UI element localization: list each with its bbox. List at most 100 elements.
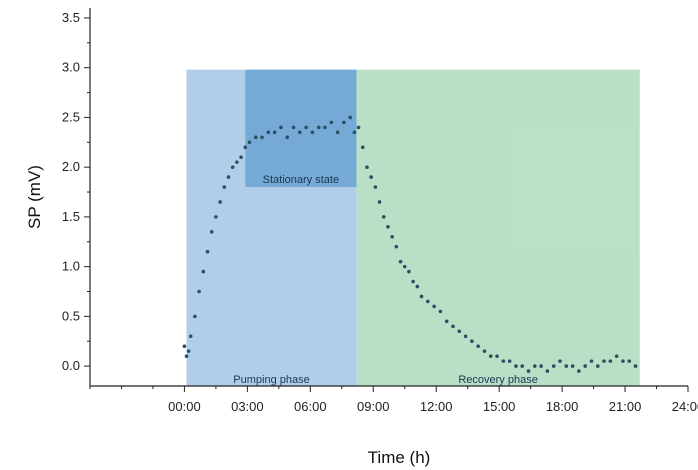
data-point xyxy=(365,165,369,169)
data-point xyxy=(186,349,191,353)
data-point xyxy=(558,359,562,363)
data-point xyxy=(235,160,239,164)
data-point xyxy=(272,130,277,135)
x-axis-title: Time (h) xyxy=(368,448,431,467)
data-point xyxy=(488,354,493,358)
data-point xyxy=(463,334,468,339)
data-point xyxy=(377,200,382,204)
data-point xyxy=(298,130,302,135)
data-point xyxy=(214,215,218,219)
x-tick-label: 03:00 xyxy=(231,399,264,414)
data-point xyxy=(342,120,346,125)
region-labels-layer: Pumping phase Stationary state Recovery ph… xyxy=(233,174,538,386)
y-axis-title: SP (mV) xyxy=(25,165,44,229)
data-point xyxy=(614,354,619,358)
data-point xyxy=(390,234,394,239)
axes-layer xyxy=(89,8,688,387)
data-point xyxy=(373,185,378,189)
data-point xyxy=(411,279,415,284)
x-tick-label: 21:00 xyxy=(609,399,642,414)
data-points-layer xyxy=(182,115,638,373)
data-point xyxy=(564,364,569,368)
data-point xyxy=(545,369,550,373)
data-point xyxy=(419,294,424,299)
data-point xyxy=(243,145,248,150)
data-point xyxy=(595,364,600,368)
data-point xyxy=(482,349,487,353)
x-tick-label: 00:00 xyxy=(168,399,201,414)
data-point xyxy=(570,364,575,368)
data-point xyxy=(551,364,556,368)
data-point xyxy=(627,359,632,363)
data-point xyxy=(253,135,258,140)
data-point xyxy=(266,130,271,135)
region-layer xyxy=(186,69,640,387)
data-point xyxy=(381,215,386,219)
data-point xyxy=(184,354,189,358)
data-point xyxy=(188,334,193,339)
region-recovery-phase xyxy=(356,69,640,387)
data-point xyxy=(398,259,403,264)
data-point xyxy=(633,364,638,368)
data-point xyxy=(533,364,537,368)
data-point xyxy=(451,324,455,329)
region-stationary-state xyxy=(245,69,357,188)
data-point xyxy=(329,120,334,125)
y-tick-label: 0.0 xyxy=(62,358,80,373)
data-point xyxy=(226,175,231,179)
data-point xyxy=(285,135,290,140)
data-point xyxy=(291,125,296,130)
data-point xyxy=(501,359,506,363)
data-point xyxy=(197,289,201,294)
data-point xyxy=(507,359,512,363)
data-point xyxy=(316,125,321,130)
data-point xyxy=(218,200,222,204)
data-point xyxy=(514,364,518,368)
y-tick-label: 2.5 xyxy=(62,109,80,124)
data-point xyxy=(201,269,206,274)
y-tick-label: 1.5 xyxy=(62,209,80,224)
data-point xyxy=(520,364,525,368)
data-point xyxy=(356,125,361,130)
data-point xyxy=(279,125,283,130)
data-point xyxy=(247,140,252,145)
ticks-layer: 00:00 03:00 06:00 09:00 12:00 15:00 18:00 21:00… xyxy=(62,10,698,414)
data-point xyxy=(310,130,315,135)
y-tick-label: 1.0 xyxy=(62,259,80,274)
data-point xyxy=(304,125,308,130)
data-point xyxy=(205,249,210,254)
data-point xyxy=(432,304,436,309)
data-point xyxy=(260,135,264,140)
data-point xyxy=(444,319,449,324)
data-point xyxy=(621,359,625,363)
data-point xyxy=(602,359,606,363)
data-point xyxy=(222,185,227,189)
data-point xyxy=(438,309,443,314)
data-point xyxy=(608,359,613,363)
data-point xyxy=(193,314,197,319)
region-label-pumping-phase: Pumping phase xyxy=(233,374,309,386)
data-point xyxy=(386,225,390,229)
data-point xyxy=(352,130,357,135)
x-tick-label: 15:00 xyxy=(483,399,516,414)
data-point xyxy=(539,364,543,368)
x-tick-label: 06:00 xyxy=(294,399,327,414)
data-point xyxy=(402,264,407,269)
y-tick-label: 0.5 xyxy=(62,308,80,323)
data-point xyxy=(526,369,531,373)
data-point xyxy=(360,145,365,150)
x-tick-label: 09:00 xyxy=(357,399,390,414)
y-tick-label: 2.0 xyxy=(62,159,80,174)
data-point xyxy=(335,130,340,135)
data-point xyxy=(407,269,411,274)
data-point xyxy=(426,299,430,304)
data-point xyxy=(495,354,499,358)
data-point xyxy=(394,244,399,249)
data-point xyxy=(239,155,243,160)
region-label-recovery-phase: Recovery phase xyxy=(458,374,538,386)
data-point xyxy=(589,359,594,363)
data-point xyxy=(476,344,480,349)
y-tick-label: 3.5 xyxy=(62,10,80,25)
x-tick-label: 24:00 xyxy=(672,399,698,414)
